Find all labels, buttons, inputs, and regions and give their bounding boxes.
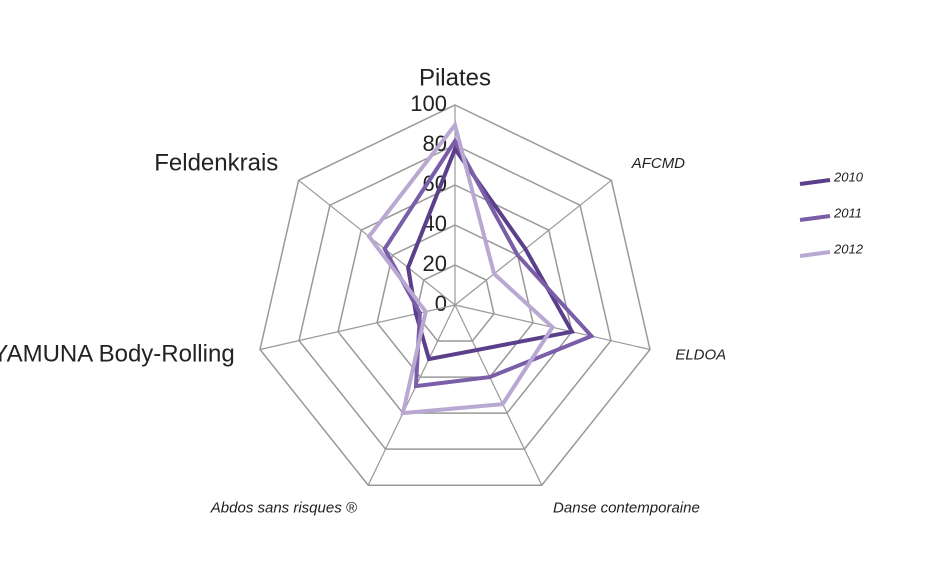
category-label: Danse contemporaine	[553, 500, 700, 517]
legend-label: 2011	[833, 205, 862, 220]
legend-swatch	[799, 178, 831, 186]
axis-spoke	[454, 304, 543, 486]
category-label: Pilates	[419, 64, 491, 91]
grid-ring	[415, 264, 495, 342]
category-label: ELDOA	[675, 346, 726, 363]
r-tick-label: 100	[410, 91, 447, 116]
axis-spoke	[367, 304, 456, 486]
legend-swatch	[799, 250, 831, 258]
r-tick-label: 0	[435, 291, 447, 316]
legend-swatch	[799, 214, 831, 222]
category-label: AFCMD	[631, 155, 685, 172]
grid-ring	[259, 104, 651, 486]
series-line	[366, 120, 556, 416]
grid-ring	[298, 144, 612, 450]
grid-ring	[337, 184, 573, 414]
legend-label: 2010	[833, 169, 864, 184]
axis-spoke	[259, 304, 456, 351]
legend-label: 2012	[833, 241, 864, 256]
category-label: YAMUNA Body-Rolling	[0, 341, 235, 368]
series-line	[406, 144, 576, 362]
r-tick-label: 20	[423, 251, 447, 276]
axis-spoke	[298, 179, 456, 306]
axis-spoke	[454, 179, 612, 306]
series-line	[382, 137, 595, 389]
category-label: Feldenkrais	[154, 149, 278, 176]
category-label: Abdos sans risques ®	[210, 500, 358, 517]
